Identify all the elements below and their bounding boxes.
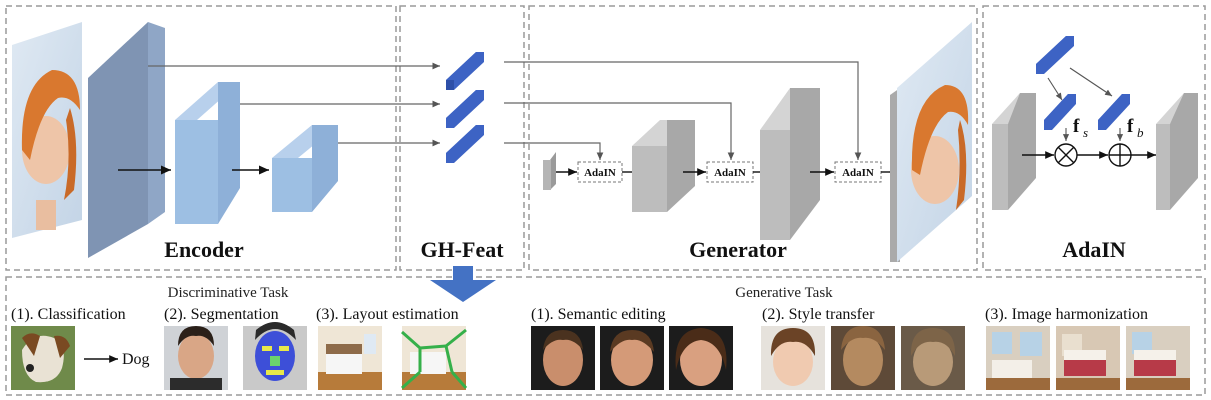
encoder-block-3 — [272, 158, 312, 212]
encoder-block-2-side — [218, 82, 240, 224]
gen-const-side — [550, 152, 556, 190]
add-op-icon — [1108, 143, 1132, 167]
ghfeat-panel — [399, 5, 525, 271]
fb-code — [1098, 94, 1130, 130]
harmonization-image-1 — [986, 326, 1050, 390]
generator-label: Generator — [689, 237, 787, 262]
gen-block-1-side — [667, 120, 695, 212]
classification-label: (1). Classification — [11, 306, 126, 323]
tasks-panel — [5, 276, 1206, 396]
fb-label: f — [1127, 116, 1134, 137]
output-face-image — [890, 22, 972, 262]
stylized-child-image — [901, 326, 965, 390]
multiply-op-icon — [1054, 143, 1078, 167]
encoder-slab-1-side — [148, 22, 165, 224]
layout-label: (3). Layout estimation — [316, 306, 459, 323]
adain-input-code — [1036, 36, 1074, 74]
adain-block-1 — [577, 161, 623, 183]
harmonization-image-2 — [1056, 326, 1120, 390]
adain-title: AdaIN — [1062, 237, 1126, 262]
adain-out-block-side — [1170, 93, 1198, 210]
encoder-block-3-side — [312, 125, 338, 212]
harmonization-image-3 — [1126, 326, 1190, 390]
segmentation-label: (2). Segmentation — [164, 306, 279, 323]
adain-panel — [982, 5, 1206, 271]
fb-sub: b — [1137, 125, 1144, 140]
encoder-slab-1 — [88, 22, 148, 258]
harmonization-label: (3). Image harmonization — [985, 306, 1148, 323]
dog-image — [11, 326, 75, 390]
editing-face-3 — [669, 326, 733, 390]
adain-out-block — [1156, 124, 1170, 210]
child-face-image — [761, 326, 825, 390]
adain-block-2-label: AdaIN — [714, 167, 746, 179]
dog-label: Dog — [122, 351, 150, 368]
gen-block-2 — [760, 130, 790, 240]
editing-face-1 — [531, 326, 595, 390]
gen-block-2-side — [790, 88, 820, 240]
discriminative-title: Discriminative Task — [168, 285, 289, 301]
ghfeat-label: GH-Feat — [420, 237, 504, 262]
generator-panel — [528, 5, 978, 271]
adain-block-3-label: AdaIN — [842, 167, 874, 179]
adain-split-left — [1047, 77, 1063, 101]
encoder-block-2 — [175, 120, 218, 224]
man-face-image — [164, 326, 228, 390]
style-line-3 — [504, 142, 604, 160]
bedroom-image — [318, 326, 382, 390]
adain-in-block-side — [1008, 93, 1036, 210]
adain-block-1-label: AdaIN — [584, 167, 616, 179]
style-transfer-label: (2). Style transfer — [762, 306, 875, 323]
editing-face-2 — [600, 326, 664, 390]
ghfeat-code-1 — [446, 52, 484, 90]
encoder-label: Encoder — [164, 237, 244, 262]
segmentation-map-image — [243, 322, 307, 390]
down-arrow — [430, 266, 496, 302]
statue-style-image — [831, 326, 895, 390]
gen-block-1 — [632, 146, 667, 212]
semantic-editing-label: (1). Semantic editing — [531, 306, 666, 323]
fs-label: f — [1073, 116, 1080, 137]
ghfeat-code-2 — [446, 90, 484, 128]
adain-split-right — [1069, 67, 1113, 97]
generative-title: Generative Task — [735, 285, 833, 301]
layout-estimate-image — [401, 326, 468, 390]
style-line-2 — [504, 102, 735, 160]
input-face-image — [12, 22, 82, 238]
adain-in-block — [992, 124, 1008, 210]
fs-sub: s — [1083, 125, 1088, 140]
gen-const — [543, 160, 551, 190]
ghfeat-code-3 — [446, 125, 484, 163]
encoder-panel — [5, 5, 397, 271]
fs-code — [1044, 94, 1076, 130]
style-line-1 — [504, 61, 862, 160]
